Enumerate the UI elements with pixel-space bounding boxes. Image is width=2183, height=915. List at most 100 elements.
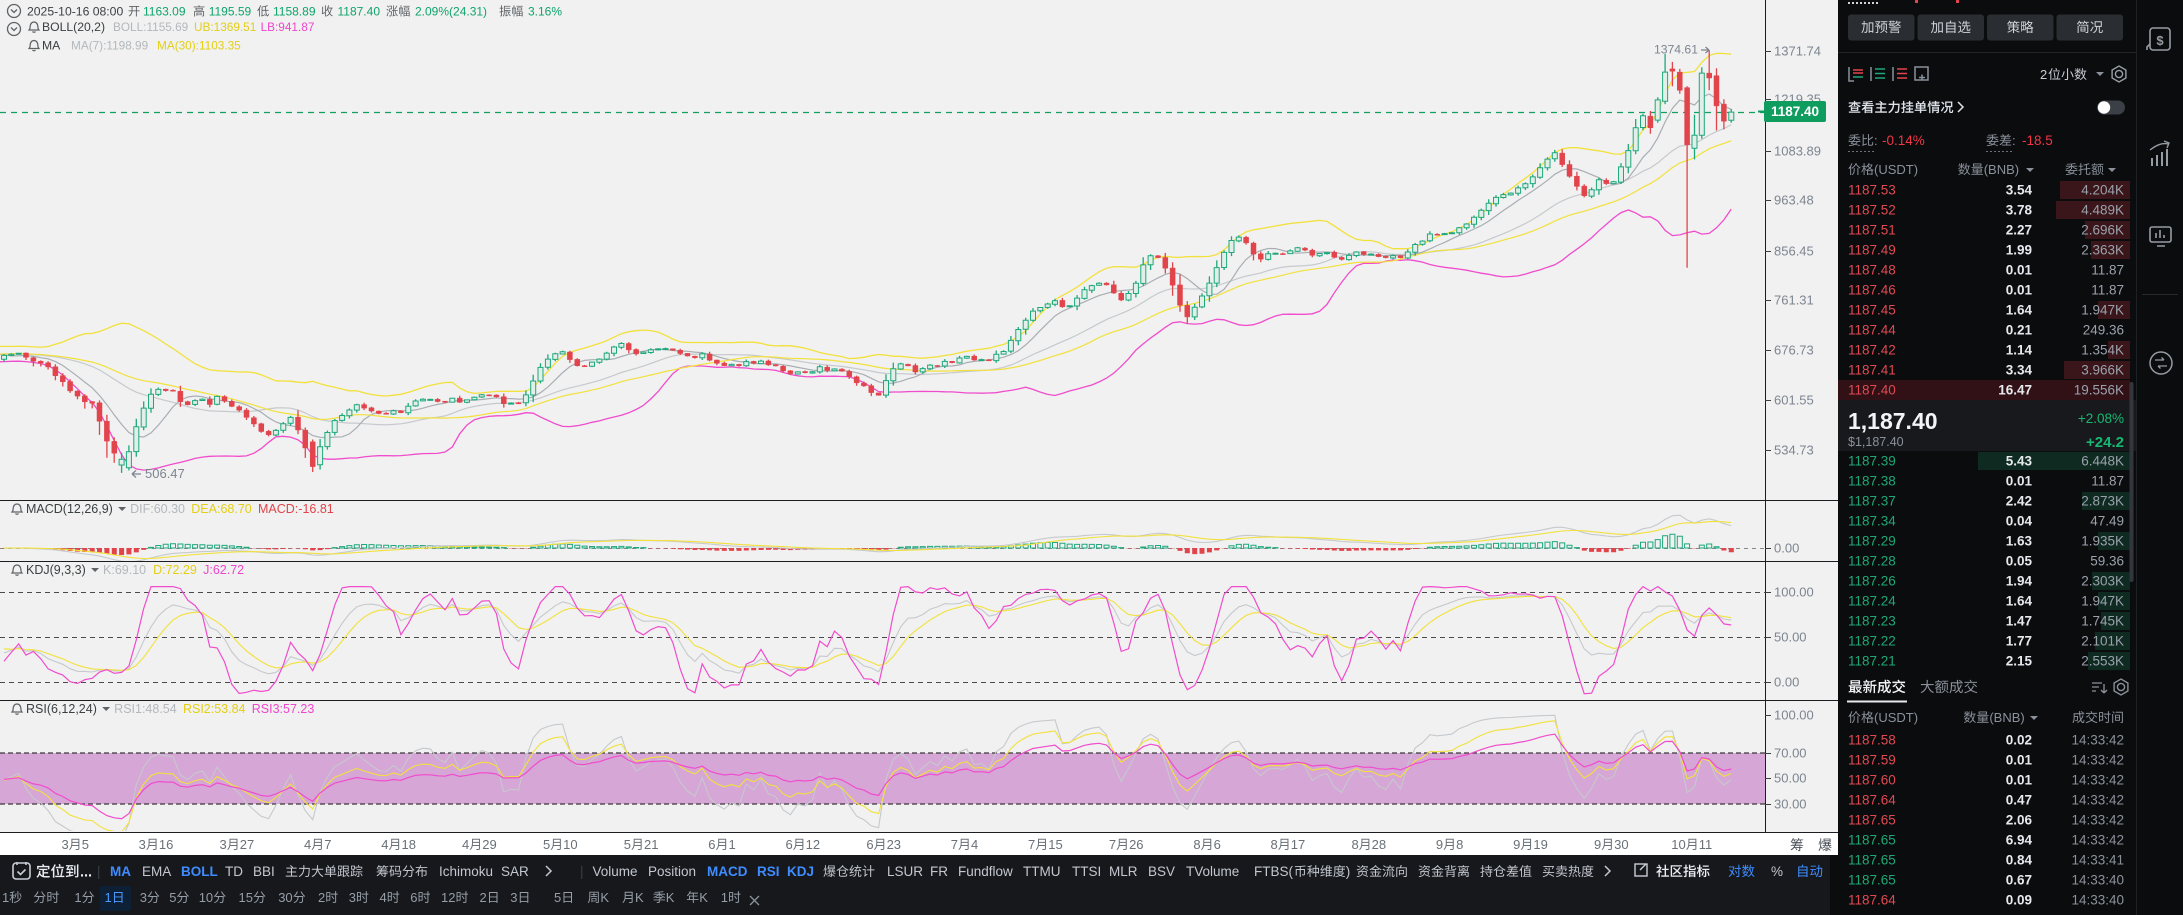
svg-text:5: 5 [624,837,631,852]
svg-text:5: 5 [246,890,253,905]
svg-text:MLR: MLR [1109,864,1138,879]
svg-text:0.09: 0.09 [2006,893,2032,908]
svg-text:+24.2: +24.2 [2086,434,2124,451]
svg-text:1.47: 1.47 [2006,614,2032,629]
svg-text:50.00: 50.00 [1774,630,1807,645]
svg-text:TTSI: TTSI [1072,864,1101,879]
svg-text:1187.38: 1187.38 [1848,474,1896,489]
svg-text:2: 2 [2040,67,2047,82]
svg-text:MACD: MACD [707,864,748,879]
svg-text:Fundflow: Fundflow [958,864,1013,879]
svg-text:%: % [1771,864,1783,879]
svg-text:9: 9 [1513,837,1520,852]
svg-text:1187.59: 1187.59 [1848,753,1896,768]
svg-text:1.63: 1.63 [2006,534,2033,549]
svg-text:6: 6 [410,890,417,905]
svg-text:5.43: 5.43 [2006,454,2033,469]
svg-text:29: 29 [482,837,496,852]
svg-text:50.00: 50.00 [1774,771,1807,786]
svg-text:1187.23: 1187.23 [1848,614,1896,629]
svg-text:1158.89: 1158.89 [273,5,316,19]
svg-text:676.73: 676.73 [1774,343,1814,358]
svg-text:14:33:42: 14:33:42 [2071,733,2124,748]
svg-text:K: K [635,890,644,905]
svg-text:1.99: 1.99 [2006,243,2032,258]
svg-text:MA: MA [42,39,61,53]
svg-text:LB:941.87: LB:941.87 [261,20,315,34]
svg-text:28: 28 [1372,837,1386,852]
svg-text:2.696K: 2.696K [2081,223,2124,238]
svg-text:$: $ [2156,33,2164,48]
svg-text:10: 10 [1671,837,1685,852]
svg-text:1: 1 [2,890,9,905]
svg-text:2: 2 [318,890,325,905]
svg-text:1187.65: 1187.65 [1848,853,1896,868]
svg-text:J:62.72: J:62.72 [203,563,244,577]
svg-text:KDJ: KDJ [787,864,814,879]
svg-text:K: K [666,890,675,905]
svg-text:1187.28: 1187.28 [1848,554,1896,569]
svg-text:3: 3 [140,890,147,905]
svg-text:(USDT): (USDT) [1874,710,1918,725]
svg-text:26: 26 [1129,837,1143,852]
svg-text:3: 3 [139,837,146,852]
svg-text:856.45: 856.45 [1774,244,1814,259]
svg-text:6: 6 [785,837,792,852]
svg-text:3.966K: 3.966K [2081,363,2124,378]
svg-text:KDJ(9,3,3): KDJ(9,3,3) [26,563,86,577]
svg-text:BOLL(20,2): BOLL(20,2) [42,20,105,34]
svg-text:(BNB): (BNB) [1984,162,2019,177]
svg-text:RSI2:53.84: RSI2:53.84 [183,702,246,716]
svg-text:1187.34: 1187.34 [1848,514,1896,529]
svg-text:14:33:41: 14:33:41 [2071,853,2124,868]
svg-text:1.354K: 1.354K [2081,343,2124,358]
svg-text:2.15: 2.15 [2006,654,2033,669]
svg-text:DIF:60.30: DIF:60.30 [130,502,185,516]
svg-text:FTBS(: FTBS( [1254,864,1294,879]
svg-text:2.42: 2.42 [2006,494,2032,509]
svg-text:19.556K: 19.556K [2074,383,2124,398]
svg-text:1.935K: 1.935K [2081,534,2124,549]
svg-text:LSUR: LSUR [887,864,923,879]
svg-text:K: K [600,890,609,905]
svg-text:11.87: 11.87 [2091,474,2124,489]
svg-text:MACD(12,26,9): MACD(12,26,9) [26,502,113,516]
svg-text:-0.14%: -0.14% [1882,133,1925,148]
svg-text:1.745K: 1.745K [2081,614,2124,629]
svg-text:8: 8 [1193,837,1200,852]
svg-text:): ) [1346,864,1351,879]
svg-text:5: 5 [554,890,561,905]
svg-text:2.303K: 2.303K [2081,574,2124,589]
svg-text:14:33:42: 14:33:42 [2071,813,2124,828]
svg-text:8: 8 [1456,837,1463,852]
svg-text:1.947K: 1.947K [2081,303,2124,318]
svg-text:21: 21 [644,837,658,852]
svg-text:1187.52: 1187.52 [1848,203,1896,218]
svg-text:6: 6 [1214,837,1221,852]
svg-text:1: 1 [74,890,81,905]
svg-text:1187.60: 1187.60 [1848,773,1896,788]
svg-text:1187.26: 1187.26 [1848,574,1896,589]
svg-text:2.873K: 2.873K [2081,494,2124,509]
svg-text:TD: TD [225,864,243,879]
svg-text:3.34: 3.34 [2006,363,2033,378]
svg-text:506.47: 506.47 [145,466,185,481]
svg-text:7: 7 [951,837,958,852]
svg-text:963.48: 963.48 [1774,193,1814,208]
svg-text:Volume: Volume [593,864,638,879]
svg-text:1187.58: 1187.58 [1848,733,1896,748]
svg-text:MA: MA [110,864,131,879]
svg-text:1187.39: 1187.39 [1848,454,1896,469]
svg-text:UB:1369.51: UB:1369.51 [194,20,256,34]
svg-text:0.00: 0.00 [1774,675,1799,690]
svg-text:RSI(6,12,24): RSI(6,12,24) [26,702,97,716]
svg-text:EMA: EMA [142,864,171,879]
svg-text:1187.65: 1187.65 [1848,833,1896,848]
svg-text:7: 7 [324,837,331,852]
svg-text:5: 5 [169,890,176,905]
svg-text:1187.64: 1187.64 [1848,893,1896,908]
svg-text:1163.09: 1163.09 [143,5,186,19]
svg-text:3: 3 [510,890,517,905]
svg-text:5: 5 [82,837,89,852]
svg-text:6: 6 [866,837,873,852]
